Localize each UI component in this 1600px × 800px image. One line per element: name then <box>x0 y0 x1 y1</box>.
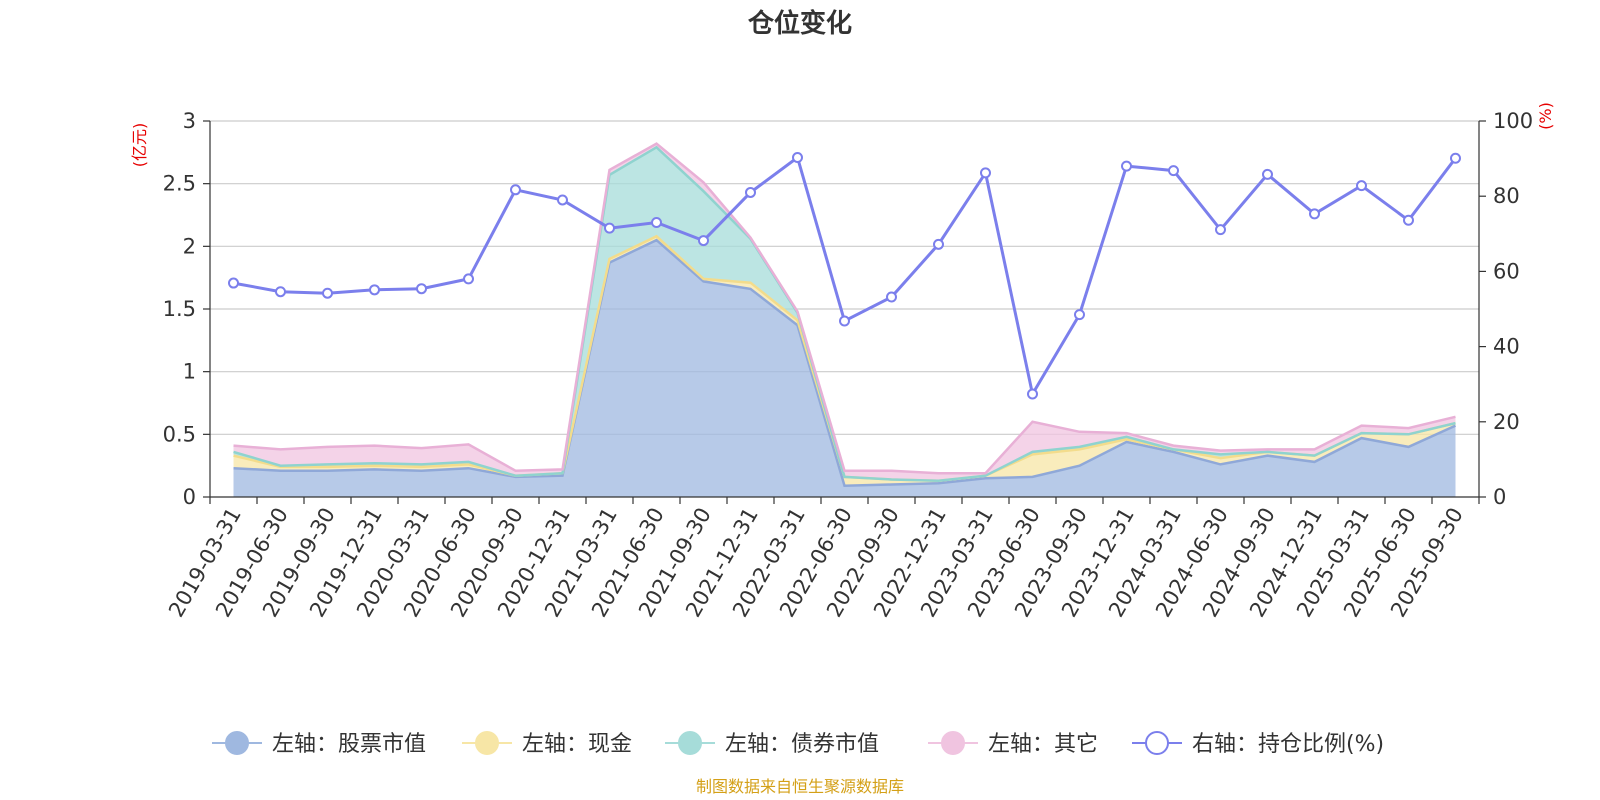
right-axis-ticks: 0 20 40 60 80 100 <box>1479 109 1533 509</box>
ratio-point <box>1262 168 1273 180</box>
area-line-1 <box>233 238 1457 487</box>
ratio-point <box>275 286 286 298</box>
ratio-point <box>463 273 474 285</box>
ratio-point <box>228 277 239 289</box>
ratio-point <box>557 194 568 206</box>
ratio-point <box>369 284 380 296</box>
legend-symbol <box>1145 731 1169 755</box>
data-source-note: 制图数据来自恒生聚源数据库 <box>696 777 904 796</box>
legend[interactable]: 左轴：股票市值 左轴：现金 左轴：债券市值 左轴：其它 右轴：持仓比例(%) <box>212 731 1384 757</box>
legend-label: 左轴：其它 <box>988 732 1098 757</box>
legend-label: 左轴：现金 <box>522 732 632 757</box>
legend-item-4[interactable]: 左轴：其它 <box>928 731 1098 757</box>
left-tick-label: 0 <box>183 485 196 509</box>
left-tick-label: 3 <box>183 109 196 133</box>
ratio-point <box>980 167 991 179</box>
area-line-4 <box>233 142 1456 475</box>
ratio-point <box>1450 152 1461 164</box>
right-tick-label: 20 <box>1493 410 1520 434</box>
ratio-point <box>1309 208 1320 220</box>
ratio-point <box>1121 160 1132 172</box>
ratio-point <box>886 291 897 303</box>
legend-item-5[interactable]: 右轴：持仓比例(%) <box>1132 731 1384 757</box>
holding-ratio-line <box>228 151 1461 400</box>
legend-symbol <box>678 731 702 755</box>
ratio-point <box>1027 388 1038 400</box>
legend-symbol <box>225 731 249 755</box>
chart-title: 仓位变化 <box>747 8 852 39</box>
left-axis-ticks: 0 0.5 1 1.5 2 2.5 3 <box>163 109 210 509</box>
grid-lines <box>210 120 1479 435</box>
ratio-point <box>933 238 944 250</box>
ratio-point <box>416 283 427 295</box>
legend-item-3[interactable]: 左轴：债券市值 <box>665 731 879 757</box>
legend-label: 左轴：债券市值 <box>725 732 879 757</box>
legend-label: 左轴：股票市值 <box>272 732 426 757</box>
right-tick-label: 40 <box>1493 335 1520 359</box>
area-line-3 <box>233 145 1456 482</box>
right-tick-label: 0 <box>1493 485 1506 509</box>
right-tick-label: 80 <box>1493 184 1520 208</box>
legend-symbol <box>475 731 499 755</box>
legend-label: 右轴：持仓比例(%) <box>1192 732 1384 757</box>
ratio-point <box>698 235 709 247</box>
ratio-point <box>839 315 850 327</box>
ratio-line-path <box>233 155 1457 399</box>
x-axis-ticks: 2019-03-312019-06-302019-09-302019-12-31… <box>164 497 1480 621</box>
area-1 <box>233 240 1456 497</box>
left-tick-label: 1.5 <box>163 297 196 321</box>
legend-item-2[interactable]: 左轴：现金 <box>462 731 632 757</box>
legend-symbol <box>941 731 965 755</box>
ratio-point <box>1403 214 1414 226</box>
left-tick-label: 0.5 <box>163 422 196 446</box>
ratio-point <box>745 186 756 198</box>
ratio-point <box>651 217 662 229</box>
area-line-2 <box>233 234 1456 482</box>
left-tick-label: 1 <box>183 360 196 384</box>
left-axis-unit: (亿元) <box>130 123 149 168</box>
ratio-point <box>1168 165 1179 177</box>
legend-item-1[interactable]: 左轴：股票市值 <box>212 731 426 757</box>
ratio-point <box>1215 224 1226 236</box>
left-tick-label: 2.5 <box>163 172 196 196</box>
ratio-point <box>510 184 521 196</box>
stacked-area-lines <box>233 142 1457 487</box>
ratio-point <box>792 151 803 163</box>
right-tick-label: 100 <box>1493 109 1533 133</box>
left-tick-label: 2 <box>183 234 196 258</box>
right-axis-unit: (%) <box>1536 102 1555 130</box>
ratio-point <box>322 287 333 299</box>
area-3 <box>233 147 1456 481</box>
ratio-point <box>604 222 615 234</box>
ratio-point <box>1356 180 1367 192</box>
ratio-point <box>1074 309 1085 321</box>
area-4 <box>233 143 1456 481</box>
right-tick-label: 60 <box>1493 259 1520 283</box>
